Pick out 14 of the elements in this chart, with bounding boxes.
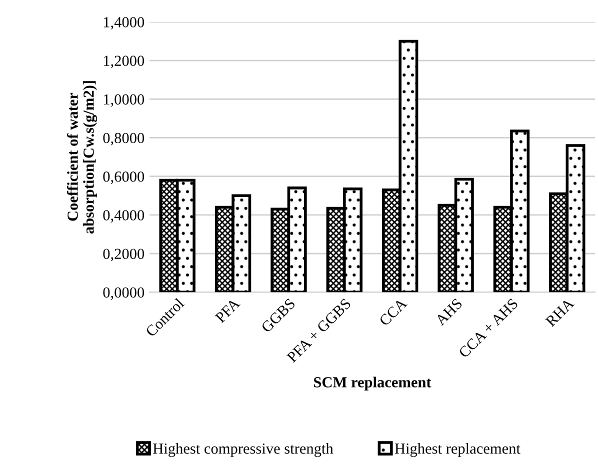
y-tick-label: 0,6000 <box>103 171 144 184</box>
y-tick-label: 1,2000 <box>104 56 144 68</box>
y-tick-label: 0,4000 <box>103 210 144 223</box>
legend-label: Highest replacement <box>394 443 520 457</box>
x-tick-label: CCA <box>378 297 408 326</box>
y-tick-label: 1,4000 <box>104 17 144 30</box>
y-tick-label: 1,0000 <box>104 94 144 107</box>
x-tick-label: PFA <box>214 297 240 324</box>
y-tick-label: 0,0000 <box>103 287 144 300</box>
legend-label: Highest compressive strength <box>153 443 334 457</box>
y-tick-label: 0,2000 <box>103 248 144 262</box>
y-tick-label: 0,8000 <box>103 132 144 146</box>
y-axis-title: Coefficient of water absorption[Cw.s(g/m2)] <box>66 81 98 234</box>
x-axis-title: SCM replacement <box>314 376 432 391</box>
